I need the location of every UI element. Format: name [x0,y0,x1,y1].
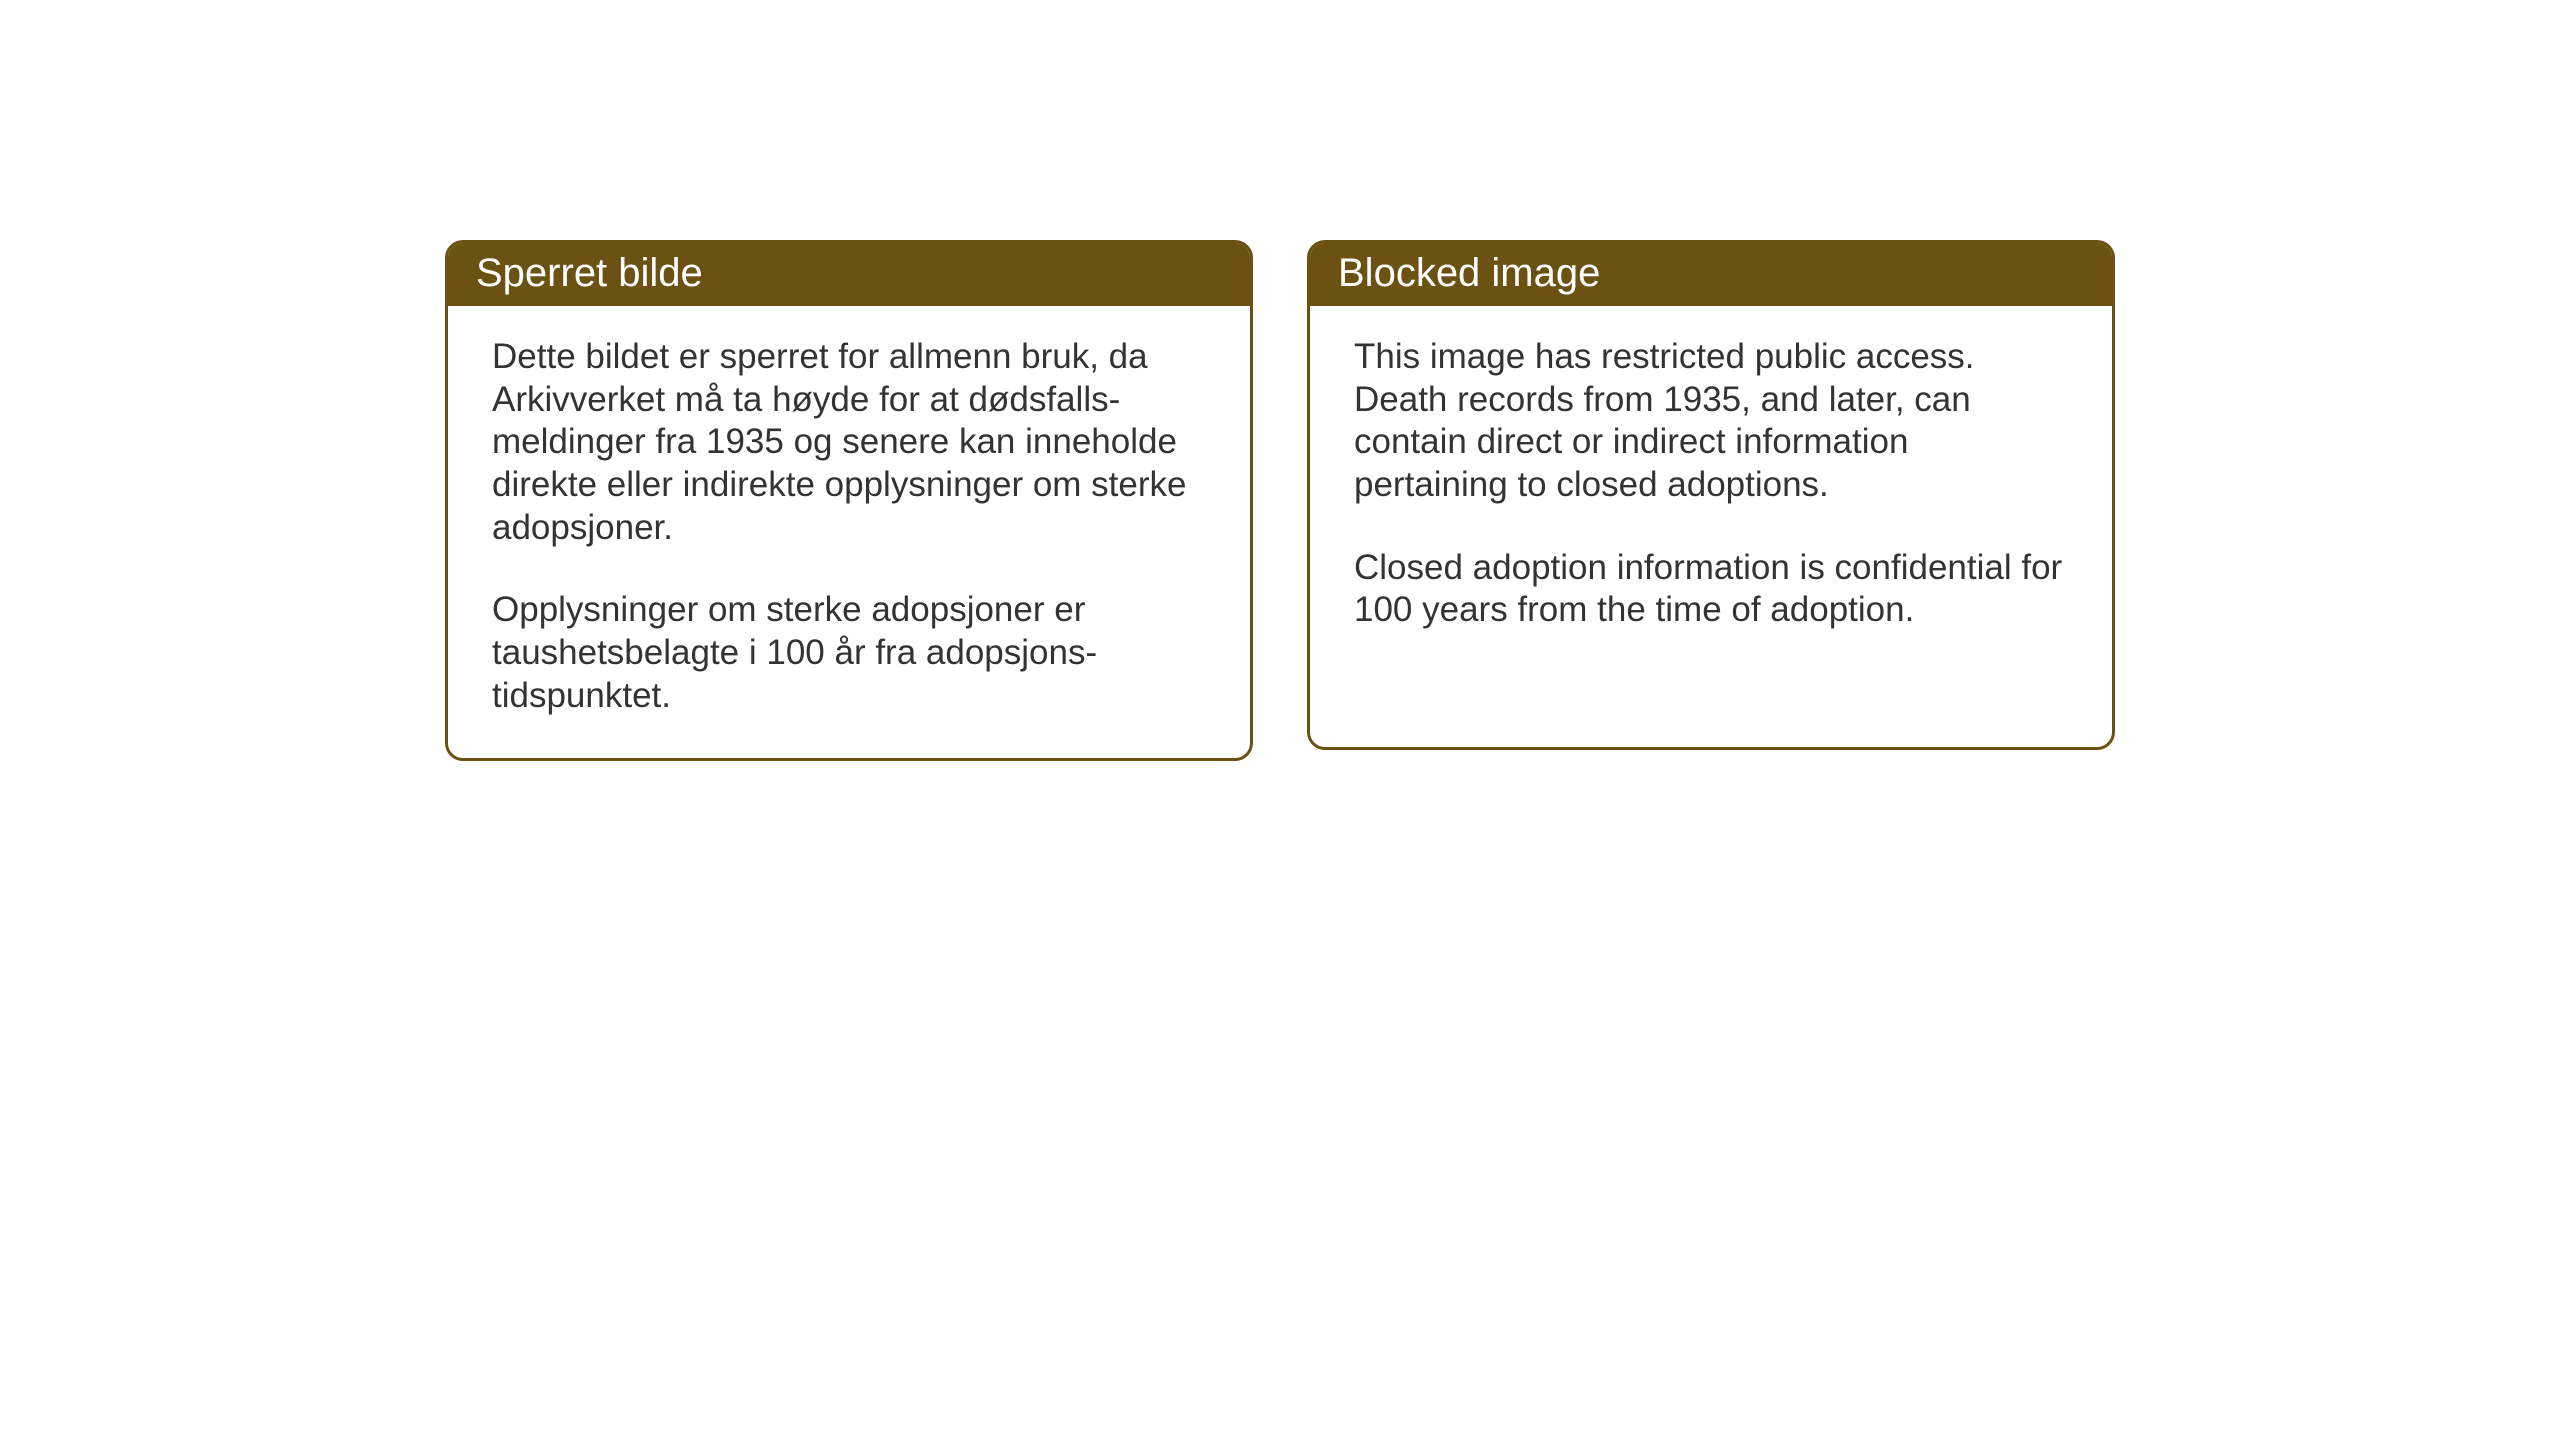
notice-paragraph: Closed adoption information is confident… [1354,547,2068,632]
notice-box-norwegian: Sperret bilde Dette bildet er sperret fo… [445,240,1253,761]
notice-body-english: This image has restricted public access.… [1310,306,2112,672]
notice-body-norwegian: Dette bildet er sperret for allmenn bruk… [448,306,1250,758]
notice-paragraph: Opplysninger om sterke adopsjoner er tau… [492,589,1206,717]
notice-paragraph: This image has restricted public access.… [1354,336,2068,507]
notice-header-english: Blocked image [1310,243,2112,306]
notice-paragraph: Dette bildet er sperret for allmenn bruk… [492,336,1206,549]
notice-container: Sperret bilde Dette bildet er sperret fo… [445,240,2115,761]
notice-box-english: Blocked image This image has restricted … [1307,240,2115,750]
notice-header-norwegian: Sperret bilde [448,243,1250,306]
